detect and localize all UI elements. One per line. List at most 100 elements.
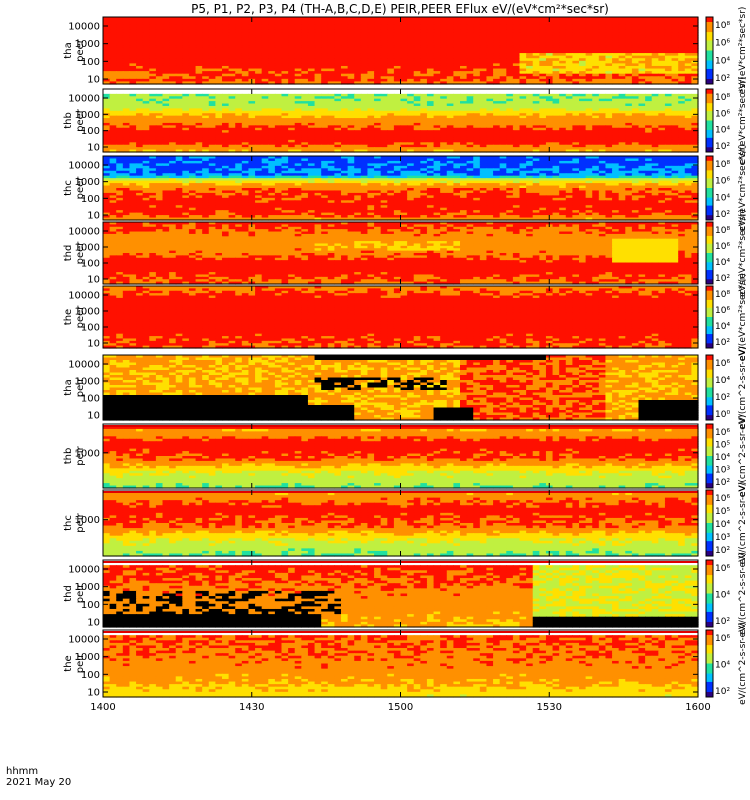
heatmap-cell — [446, 40, 454, 44]
heatmap-cell — [301, 35, 309, 39]
heatmap-cell — [347, 40, 355, 44]
heatmap-cell — [466, 19, 474, 23]
heatmap-cell — [268, 29, 276, 34]
heatmap-cell — [658, 37, 666, 41]
heatmap-cell — [195, 47, 203, 52]
heatmap-cell — [122, 45, 131, 49]
heatmap-cell — [175, 40, 183, 44]
heatmap-cell — [658, 53, 666, 57]
heatmap-cell — [367, 45, 375, 49]
heatmap-cell — [579, 53, 587, 57]
heatmap-cell — [347, 55, 355, 59]
heatmap-cell — [301, 19, 309, 23]
heatmap-cell — [380, 53, 388, 57]
heatmap-cell — [440, 17, 448, 21]
heatmap-cell — [116, 17, 124, 21]
heatmap-cell — [195, 37, 203, 41]
heatmap-cell — [519, 29, 527, 34]
heatmap-cell — [182, 17, 190, 21]
heatmap-cell — [519, 22, 527, 26]
heatmap-cell — [519, 50, 527, 54]
heatmap-cell — [506, 55, 514, 59]
heatmap-cell — [162, 60, 170, 64]
heatmap-cell — [499, 24, 507, 28]
heatmap-cell — [241, 60, 250, 64]
heatmap-cell — [486, 42, 494, 46]
heatmap-cell — [301, 60, 309, 64]
heatmap-cell — [149, 45, 157, 49]
heatmap-cell — [532, 32, 540, 36]
heatmap-cell — [631, 50, 640, 54]
heatmap-cell — [215, 29, 223, 34]
heatmap-cell — [241, 32, 250, 36]
heatmap-cell — [129, 19, 137, 23]
heatmap-cell — [572, 35, 580, 39]
heatmap-cell — [625, 55, 633, 59]
heatmap-cell — [493, 53, 501, 57]
heatmap-cell — [612, 50, 620, 54]
heatmap-cell — [347, 24, 355, 28]
heatmap-cell — [208, 50, 216, 54]
heatmap-cell — [136, 58, 144, 62]
heatmap-cell — [129, 37, 137, 41]
heatmap-cell — [466, 35, 474, 39]
heatmap-cell — [638, 55, 646, 59]
heatmap-cell — [188, 58, 197, 62]
heatmap-cell — [241, 22, 250, 26]
heatmap-cell — [585, 45, 593, 49]
colorbar-tick-label: 10² — [715, 142, 730, 152]
heatmap-cell — [625, 35, 633, 39]
heatmap-cell — [109, 35, 117, 39]
heatmap-cell — [691, 58, 699, 62]
heatmap-cell — [341, 29, 349, 34]
heatmap-cell — [347, 32, 355, 36]
heatmap-cell — [360, 58, 369, 62]
heatmap-cell — [241, 37, 250, 41]
heatmap-cell — [142, 53, 150, 57]
heatmap-cell — [684, 35, 692, 39]
heatmap-cell — [116, 50, 124, 54]
heatmap-cell — [162, 53, 170, 57]
heatmap-cell — [175, 32, 183, 36]
heatmap-cell — [175, 24, 183, 28]
heatmap-cell — [195, 40, 203, 44]
heatmap-cell — [678, 50, 686, 54]
heatmap-cell — [664, 22, 673, 26]
heatmap-cell — [638, 53, 646, 57]
heatmap-cell — [347, 47, 355, 52]
heatmap-cell — [413, 27, 421, 31]
heatmap-cell — [479, 40, 488, 44]
heatmap-cell — [552, 53, 560, 57]
heatmap-cell — [440, 37, 448, 41]
heatmap-cell — [360, 19, 369, 23]
heatmap-cell — [208, 22, 216, 26]
heatmap-cell — [605, 19, 613, 23]
heatmap-cell — [321, 29, 329, 34]
heatmap-cell — [301, 45, 309, 49]
heatmap-cell — [136, 60, 144, 64]
heatmap-cell — [651, 47, 659, 52]
heatmap-cell — [255, 58, 263, 62]
heatmap-cell — [354, 35, 362, 39]
heatmap-cell — [175, 19, 183, 23]
heatmap-cell — [360, 60, 369, 64]
heatmap-cell — [354, 42, 362, 46]
heatmap-cell — [235, 27, 243, 31]
heatmap-cell — [393, 47, 402, 52]
heatmap-cell — [288, 60, 296, 64]
heatmap-cell — [493, 47, 501, 52]
heatmap-cell — [585, 37, 593, 41]
heatmap-cell — [122, 24, 131, 28]
heatmap-cell — [638, 32, 646, 36]
heatmap-cell — [321, 50, 329, 54]
heatmap-cell — [136, 24, 144, 28]
heatmap-cell — [136, 50, 144, 54]
heatmap-cell — [129, 60, 137, 64]
heatmap-cell — [354, 37, 362, 41]
heatmap-cell — [360, 50, 369, 54]
heatmap-cell — [460, 45, 468, 49]
heatmap-cell — [360, 42, 369, 46]
heatmap-cell — [202, 17, 210, 21]
heatmap-cell — [321, 42, 329, 46]
heatmap-cell — [493, 29, 501, 34]
